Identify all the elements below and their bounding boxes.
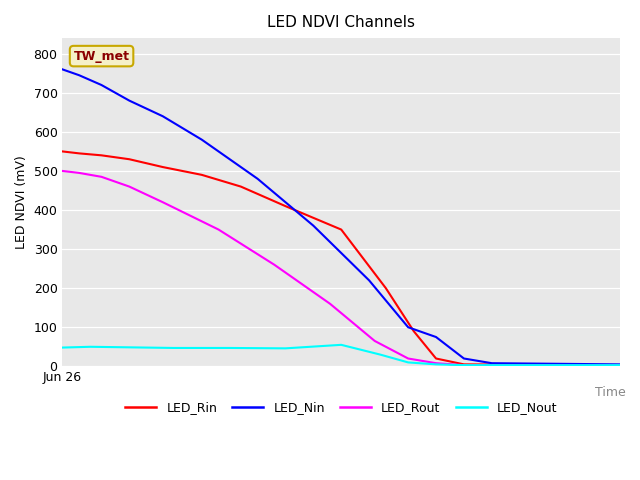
Title: LED NDVI Channels: LED NDVI Channels (268, 15, 415, 30)
Text: TW_met: TW_met (74, 49, 129, 62)
Legend: LED_Rin, LED_Nin, LED_Rout, LED_Nout: LED_Rin, LED_Nin, LED_Rout, LED_Nout (120, 396, 563, 419)
Text: Time: Time (595, 386, 626, 399)
Y-axis label: LED NDVI (mV): LED NDVI (mV) (15, 156, 28, 249)
